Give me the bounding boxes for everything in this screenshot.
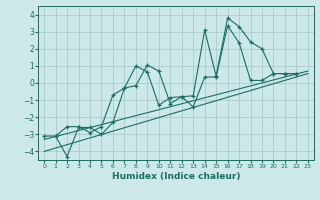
X-axis label: Humidex (Indice chaleur): Humidex (Indice chaleur) (112, 172, 240, 181)
